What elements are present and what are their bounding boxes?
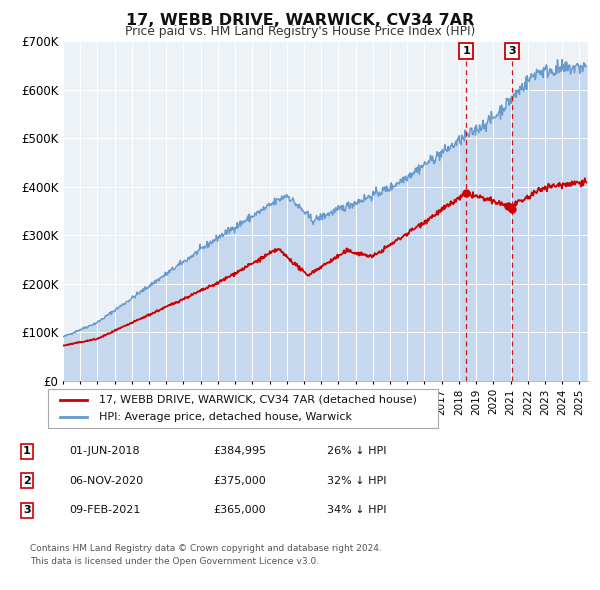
Text: £384,995: £384,995: [213, 447, 266, 456]
Text: £365,000: £365,000: [213, 506, 266, 515]
Text: 17, WEBB DRIVE, WARWICK, CV34 7AR (detached house): 17, WEBB DRIVE, WARWICK, CV34 7AR (detac…: [98, 395, 416, 405]
Text: 32% ↓ HPI: 32% ↓ HPI: [327, 476, 386, 486]
Text: 1: 1: [462, 46, 470, 56]
Text: 06-NOV-2020: 06-NOV-2020: [69, 476, 143, 486]
Text: Contains HM Land Registry data © Crown copyright and database right 2024.: Contains HM Land Registry data © Crown c…: [30, 545, 382, 553]
Text: 26% ↓ HPI: 26% ↓ HPI: [327, 447, 386, 456]
Text: Price paid vs. HM Land Registry's House Price Index (HPI): Price paid vs. HM Land Registry's House …: [125, 25, 475, 38]
Text: £375,000: £375,000: [213, 476, 266, 486]
Text: 2: 2: [23, 476, 31, 486]
Text: 3: 3: [23, 506, 31, 515]
FancyBboxPatch shape: [48, 389, 438, 428]
Text: HPI: Average price, detached house, Warwick: HPI: Average price, detached house, Warw…: [98, 412, 352, 422]
Text: 1: 1: [23, 447, 31, 456]
Text: 3: 3: [508, 46, 516, 56]
Text: 01-JUN-2018: 01-JUN-2018: [69, 447, 140, 456]
Text: 34% ↓ HPI: 34% ↓ HPI: [327, 506, 386, 515]
Text: 09-FEB-2021: 09-FEB-2021: [69, 506, 140, 515]
Text: 17, WEBB DRIVE, WARWICK, CV34 7AR: 17, WEBB DRIVE, WARWICK, CV34 7AR: [126, 13, 474, 28]
Text: This data is licensed under the Open Government Licence v3.0.: This data is licensed under the Open Gov…: [30, 558, 319, 566]
